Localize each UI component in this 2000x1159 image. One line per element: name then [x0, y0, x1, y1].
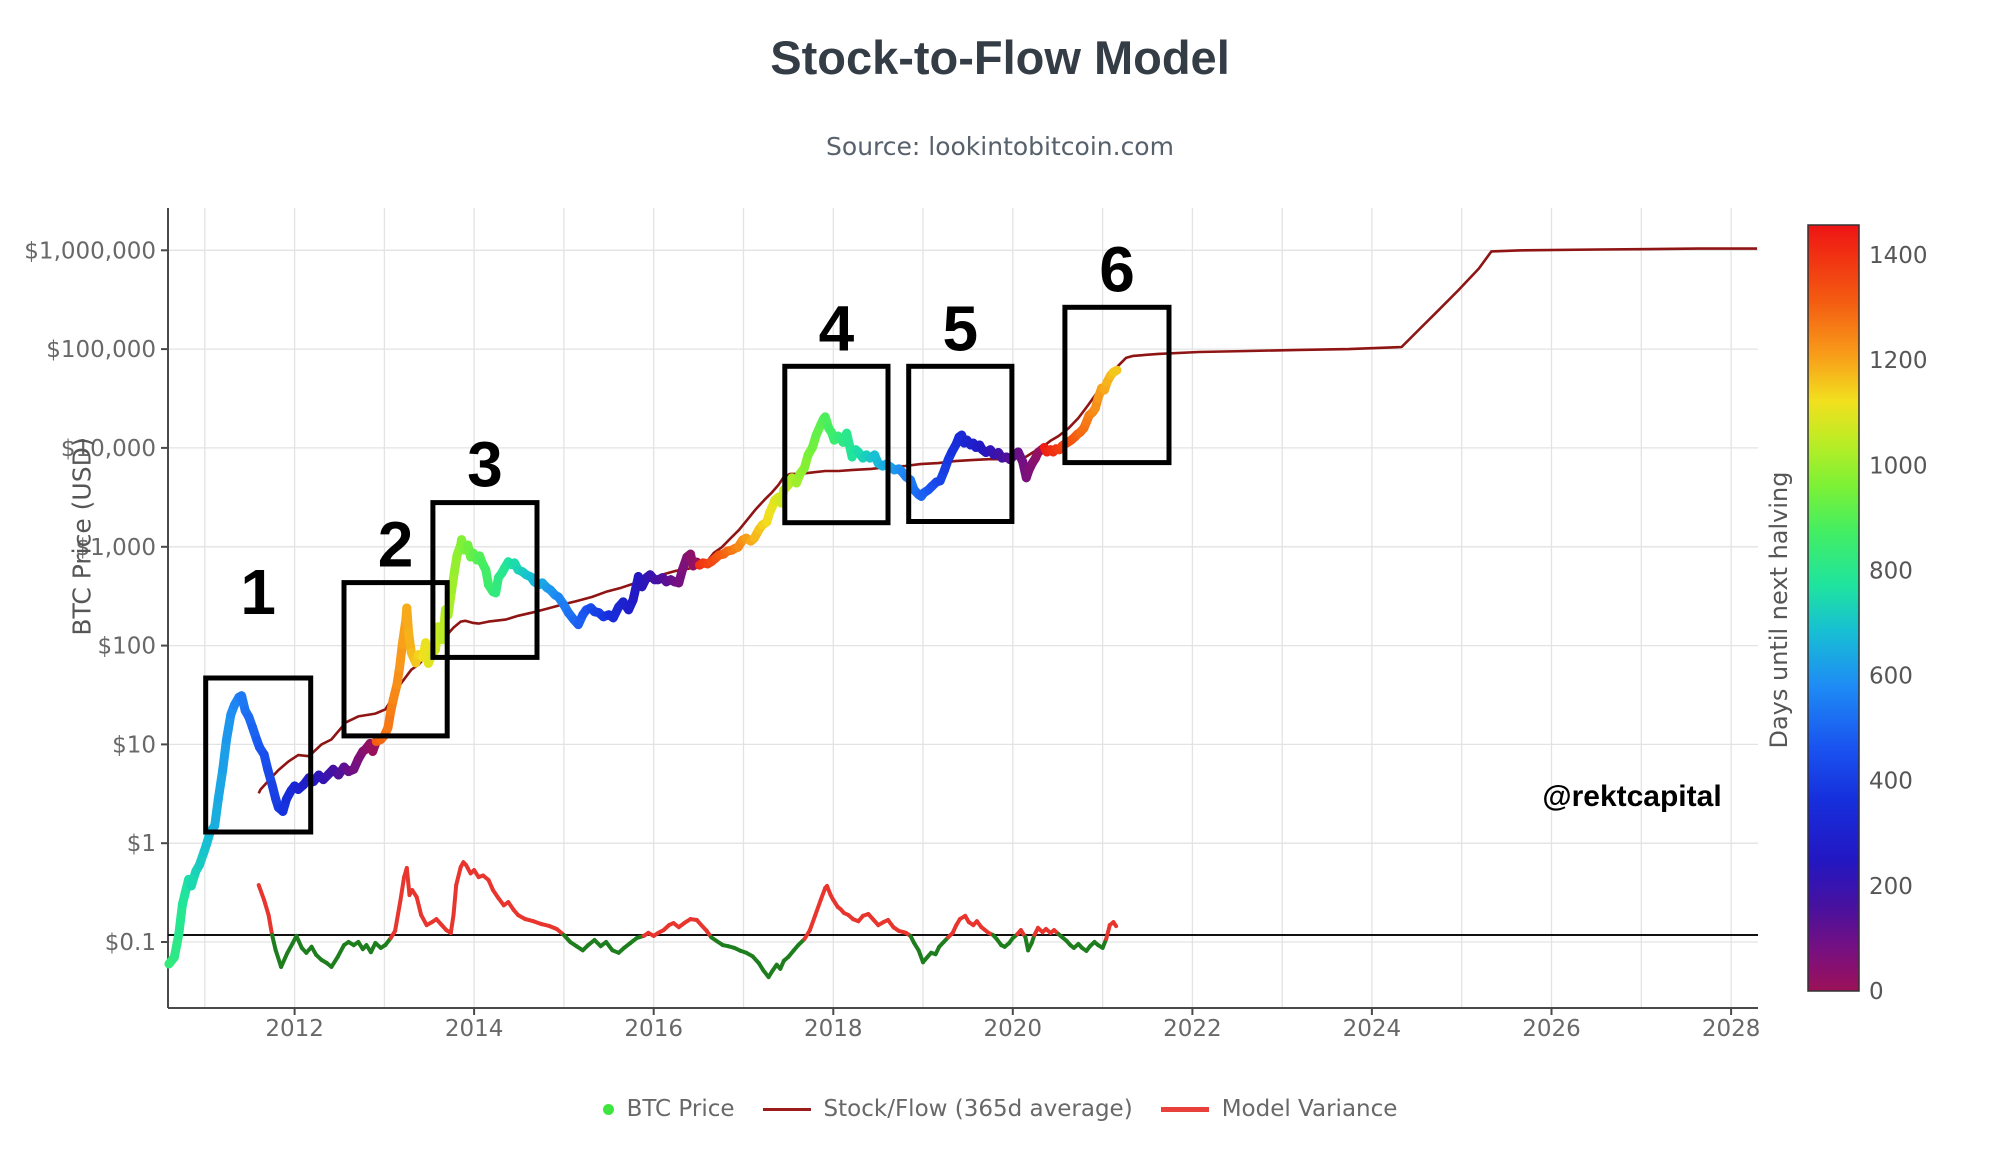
svg-text:400: 400	[1869, 769, 1913, 795]
svg-text:1400: 1400	[1869, 243, 1928, 269]
cycle-box-4	[782, 363, 891, 526]
svg-text:$0.1: $0.1	[105, 930, 156, 956]
cycle-box-1	[203, 675, 314, 835]
cycle-number-4: 4	[819, 292, 855, 364]
stock-flow-line-icon	[762, 1107, 811, 1111]
cycle-box-3	[430, 500, 540, 660]
stock-flow-line	[257, 247, 1758, 794]
y-axis-title: BTC Price (USD)	[67, 437, 97, 636]
svg-text:2014: 2014	[445, 1016, 504, 1042]
legend-label: Model Variance	[1221, 1096, 1398, 1122]
cycle-box-6	[1062, 304, 1172, 466]
axis-spines	[161, 208, 1758, 1015]
svg-text:$100: $100	[97, 634, 156, 660]
svg-text:$1,000,000: $1,000,000	[24, 238, 156, 264]
y-axis-tick-labels: $0.1 $1 $10 $100 $1,000 $10,000 $100,000 $1,000…	[24, 238, 156, 956]
cycle-number-3: 3	[467, 429, 503, 501]
page-title: Stock-to-Flow Model	[770, 31, 1230, 84]
cycle-number-1: 1	[240, 556, 276, 628]
legend-label: BTC Price	[626, 1096, 735, 1122]
legend-item-stock-flow[interactable]: Stock/Flow (365d average)	[762, 1096, 1133, 1122]
svg-text:2020: 2020	[984, 1016, 1043, 1042]
cycle-box-5	[906, 363, 1015, 524]
svg-text:0: 0	[1869, 979, 1884, 1005]
plot-gridlines	[168, 208, 1758, 1008]
colorbar	[1807, 224, 1860, 992]
colorbar-title: Days until next halving	[1765, 471, 1793, 749]
svg-text:$1: $1	[127, 831, 156, 857]
colorbar-tick-labels: 0 200 400 600 800 1000 1200 1400	[1869, 243, 1928, 1005]
legend: BTC Price Stock/Flow (365d average) Mode…	[0, 1096, 2000, 1122]
svg-text:600: 600	[1869, 664, 1913, 690]
cycle-number-5: 5	[943, 292, 979, 364]
page-subtitle: Source: lookintobitcoin.com	[826, 132, 1174, 161]
svg-text:2018: 2018	[804, 1016, 863, 1042]
svg-text:$100,000: $100,000	[46, 337, 156, 363]
model-variance-series	[256, 860, 1119, 980]
legend-label: Stock/Flow (365d average)	[823, 1096, 1133, 1122]
svg-text:1200: 1200	[1869, 348, 1928, 374]
model-variance-line-icon	[1160, 1106, 1209, 1112]
svg-text:800: 800	[1869, 558, 1913, 584]
svg-text:2028: 2028	[1702, 1016, 1761, 1042]
cycle-number-2: 2	[378, 509, 414, 581]
svg-text:2012: 2012	[265, 1016, 324, 1042]
svg-text:1000: 1000	[1869, 453, 1928, 479]
svg-text:2026: 2026	[1522, 1016, 1581, 1042]
watermark: @rektcapital	[1542, 780, 1722, 813]
svg-text:$1,000: $1,000	[76, 535, 156, 561]
btc-price-marker-icon	[602, 1103, 614, 1115]
svg-text:2022: 2022	[1163, 1016, 1222, 1042]
svg-text:2016: 2016	[624, 1016, 683, 1042]
svg-text:200: 200	[1869, 874, 1913, 900]
svg-text:$10,000: $10,000	[61, 436, 156, 462]
legend-item-btc-price[interactable]: BTC Price	[602, 1096, 735, 1122]
x-axis-tick-labels: 2012 2014 2016 2018 2020 2022 2024 2026 2028	[265, 1016, 1760, 1042]
svg-text:$10: $10	[112, 732, 156, 758]
cycle-number-6: 6	[1099, 233, 1135, 305]
svg-text:2024: 2024	[1343, 1016, 1402, 1042]
legend-item-model-variance[interactable]: Model Variance	[1160, 1096, 1398, 1122]
